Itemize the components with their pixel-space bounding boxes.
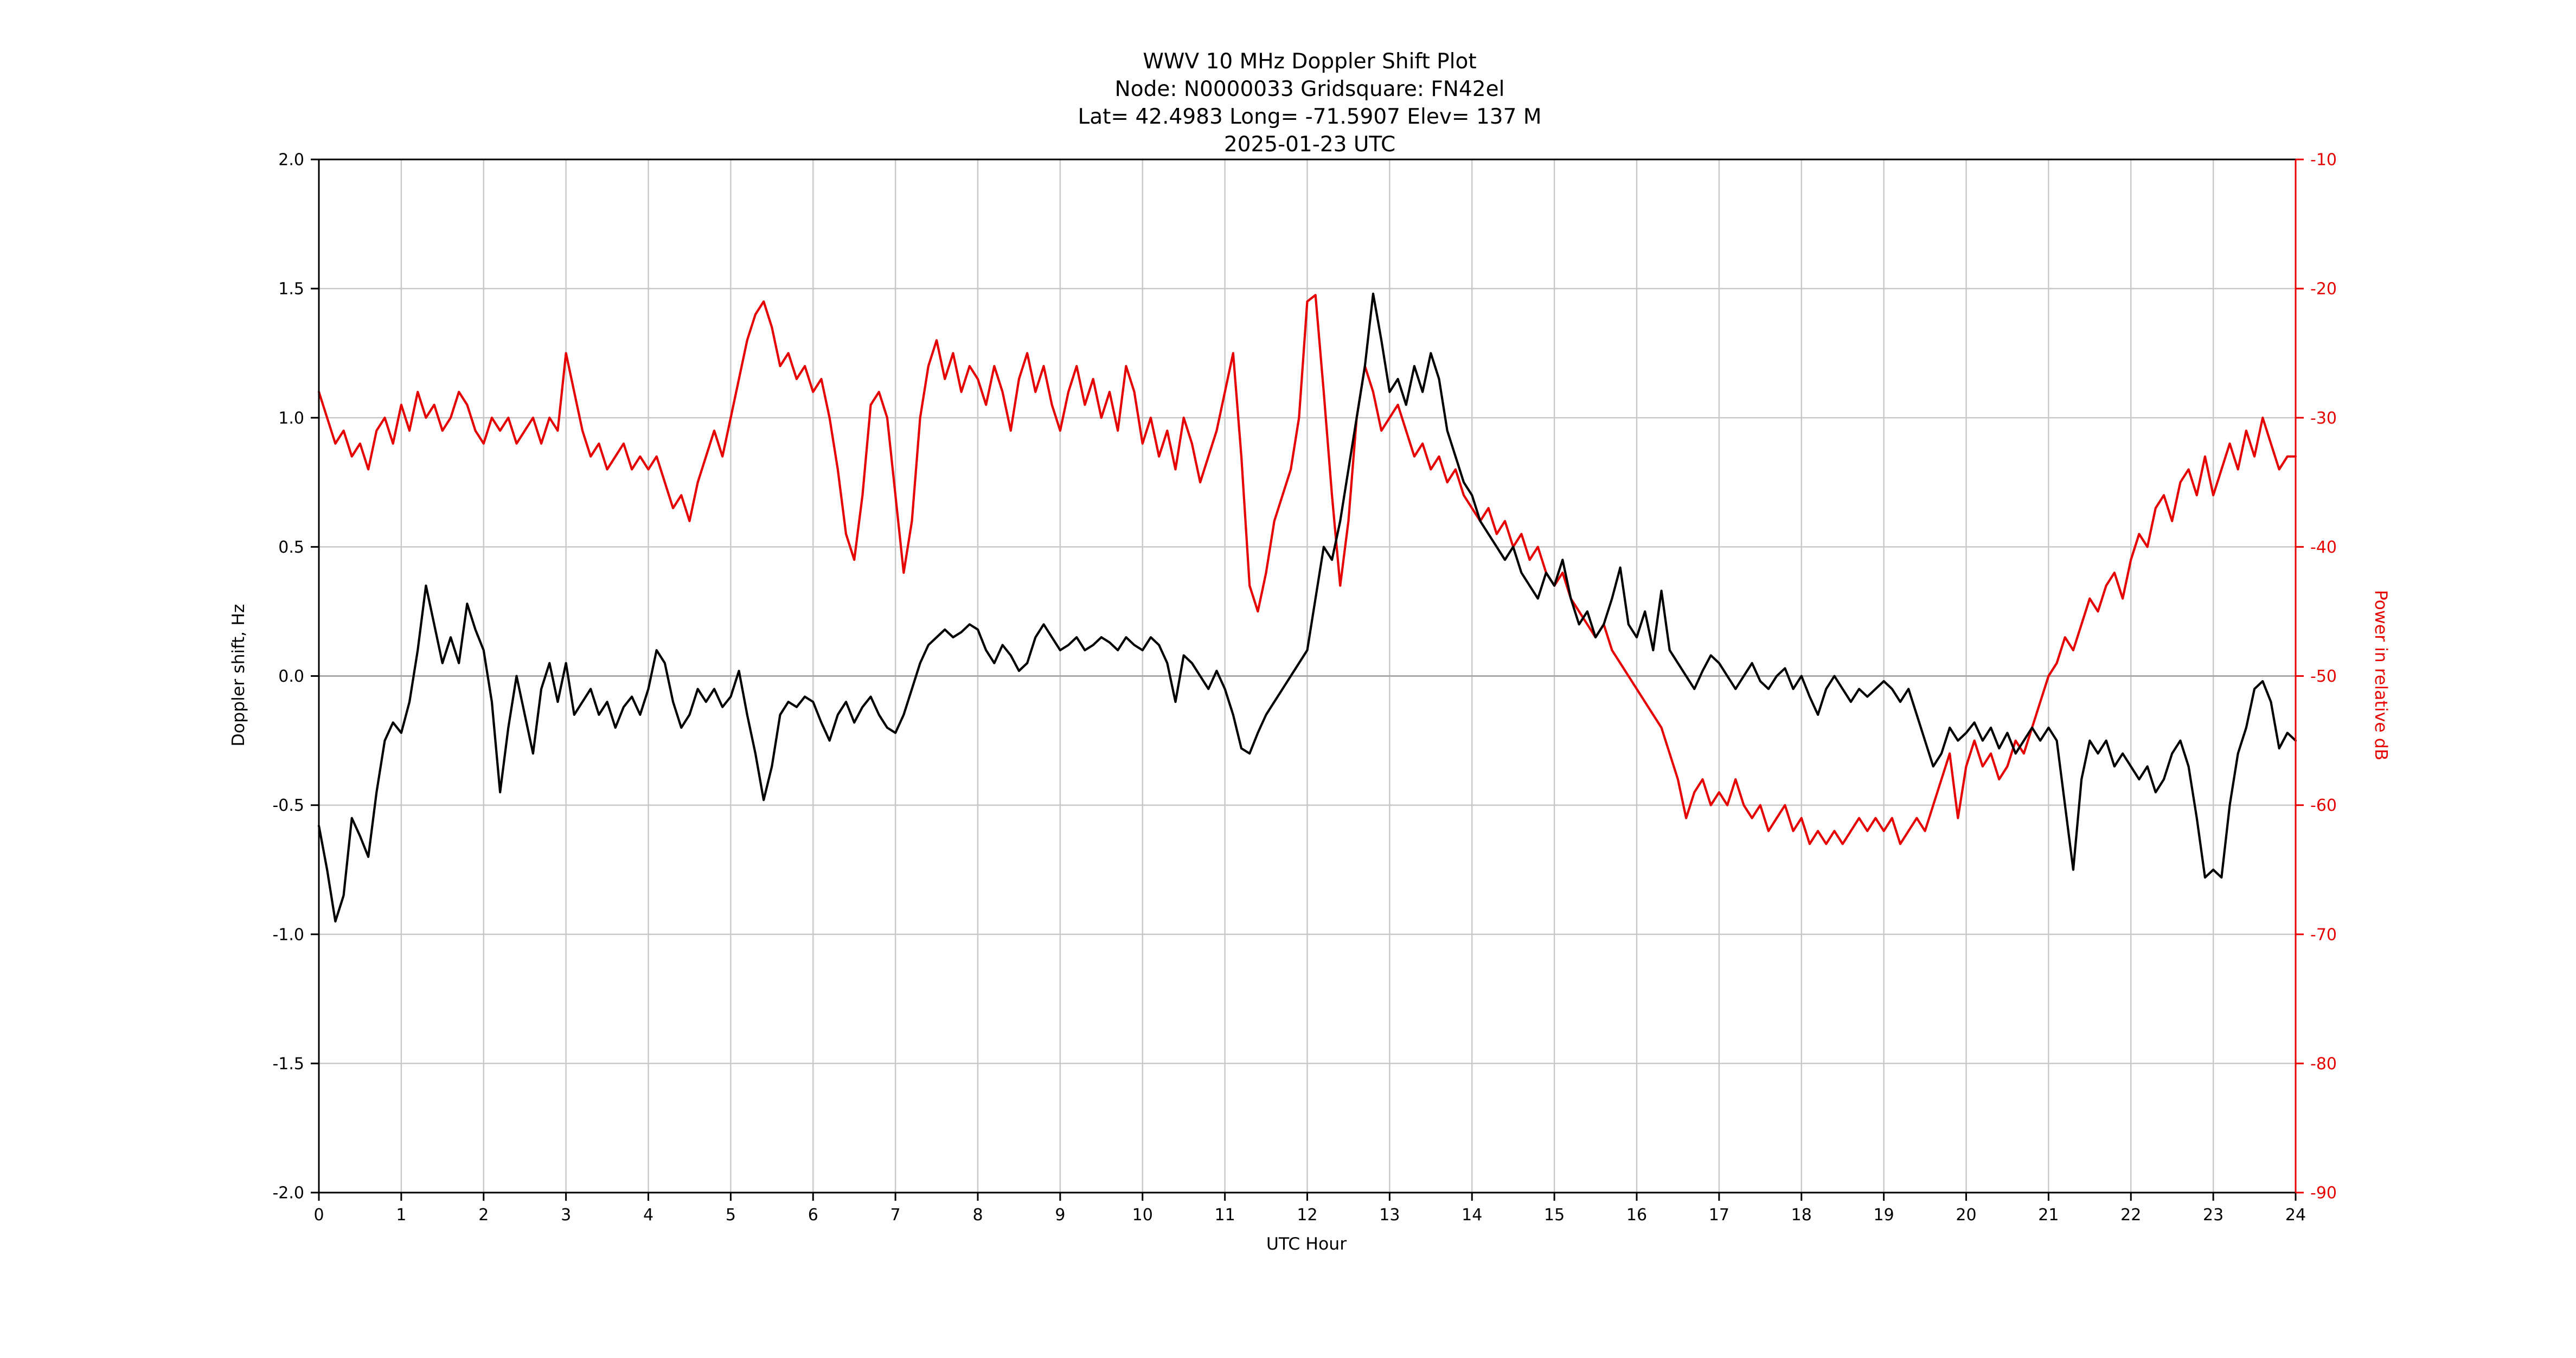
- y-right-tick-label: -30: [2310, 409, 2337, 428]
- y-left-tick-label: -1.5: [272, 1054, 304, 1073]
- y-left-tick-label: 1.5: [278, 280, 304, 299]
- x-tick-label: 20: [1956, 1206, 1976, 1225]
- x-tick-label: 7: [890, 1206, 901, 1225]
- y-left-axis-label: Doppler shift, Hz: [229, 604, 248, 747]
- x-tick-label: 11: [1215, 1206, 1235, 1225]
- y-right-tick-label: -20: [2310, 280, 2337, 299]
- power-trace: [317, 293, 2297, 845]
- x-tick-label: 23: [2203, 1206, 2223, 1225]
- y-right-tick-label: -70: [2310, 925, 2337, 944]
- x-tick-label: 10: [1132, 1206, 1153, 1225]
- y-right-tick-label: -50: [2310, 667, 2337, 686]
- doppler-shift-trace: [317, 292, 2297, 923]
- x-tick-label: 14: [1462, 1206, 1482, 1225]
- y-right-tick-label: -60: [2310, 796, 2337, 815]
- x-tick-label: 13: [1379, 1206, 1400, 1225]
- y-right-tick-label: -80: [2310, 1054, 2337, 1073]
- x-tick-label: 2: [478, 1206, 489, 1225]
- x-tick-label: 17: [1709, 1206, 1729, 1225]
- y-right-tick-label: -90: [2310, 1184, 2337, 1203]
- y-left-tick-label: -2.0: [272, 1184, 304, 1203]
- x-tick-label: 6: [808, 1206, 818, 1225]
- y-left-tick-label: -1.0: [272, 925, 304, 944]
- ticks-and-labels: 0 1 2 3 4 5 6 7 8 9 10 11 12 13 14 15 16 17 18 19 20 21 22 23 24…: [272, 151, 2337, 1225]
- chart-subtitle-date: 2025-01-23 UTC: [1224, 132, 1395, 157]
- x-tick-label: 19: [1874, 1206, 1894, 1225]
- chart-title: WWV 10 MHz Doppler Shift Plot: [1143, 49, 1476, 74]
- x-axis-label: UTC Hour: [1266, 1234, 1347, 1254]
- x-tick-label: 18: [1791, 1206, 1812, 1225]
- x-tick-label: 22: [2120, 1206, 2141, 1225]
- data-series: [317, 292, 2297, 923]
- y-left-tick-label: 1.0: [278, 409, 304, 428]
- x-tick-label: 8: [972, 1206, 983, 1225]
- y-right-tick-label: -10: [2310, 151, 2337, 170]
- y-left-tick-label: 0.5: [278, 538, 304, 557]
- y-right-tick-label: -40: [2310, 538, 2337, 557]
- x-tick-label: 4: [643, 1206, 653, 1225]
- x-tick-label: 0: [313, 1206, 324, 1225]
- y-left-tick-label: 2.0: [278, 151, 304, 170]
- x-tick-label: 16: [1626, 1206, 1647, 1225]
- y-right-axis-label: Power in relative dB: [2371, 590, 2391, 760]
- x-tick-label: 9: [1055, 1206, 1065, 1225]
- x-tick-label: 21: [2038, 1206, 2059, 1225]
- x-tick-label: 1: [396, 1206, 406, 1225]
- x-tick-label: 15: [1544, 1206, 1565, 1225]
- y-left-tick-label: -0.5: [272, 796, 304, 815]
- x-tick-label: 24: [2285, 1206, 2306, 1225]
- x-tick-label: 12: [1297, 1206, 1317, 1225]
- chart-subtitle-location: Lat= 42.4983 Long= -71.5907 Elev= 137 M: [1078, 105, 1542, 129]
- y-left-tick-label: 0.0: [278, 667, 304, 686]
- x-tick-label: 3: [561, 1206, 571, 1225]
- chart-subtitle-node: Node: N0000033 Gridsquare: FN42el: [1115, 77, 1505, 101]
- x-tick-label: 5: [726, 1206, 736, 1225]
